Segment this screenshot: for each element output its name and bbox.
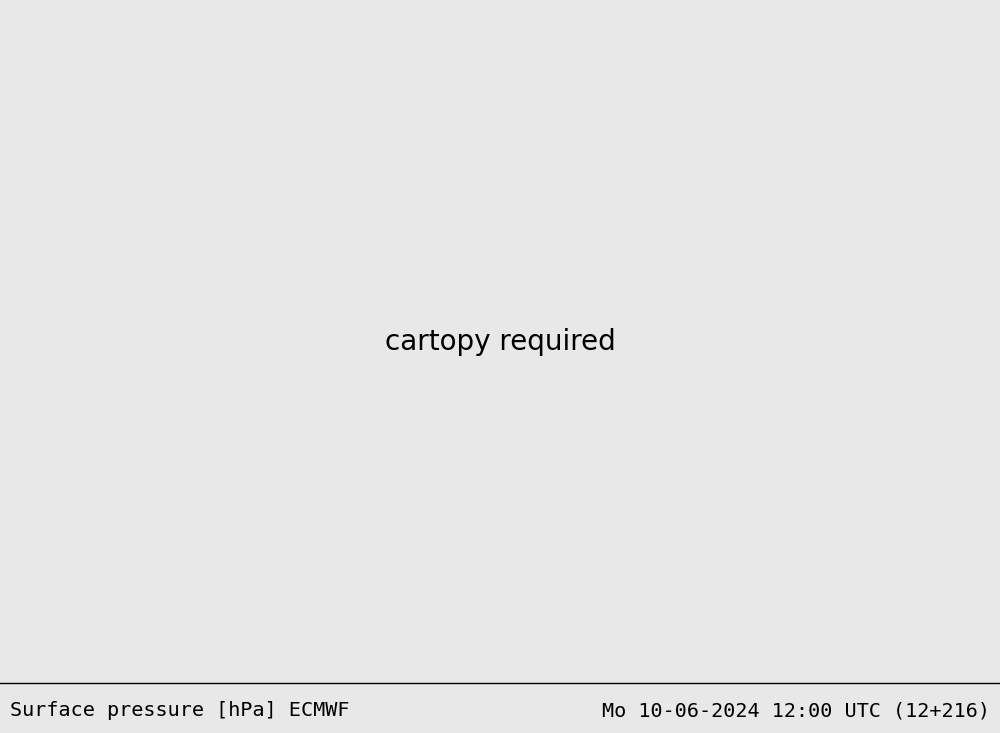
Text: Surface pressure [hPa] ECMWF: Surface pressure [hPa] ECMWF <box>10 701 350 720</box>
Text: Mo 10-06-2024 12:00 UTC (12+216): Mo 10-06-2024 12:00 UTC (12+216) <box>602 701 990 720</box>
Text: cartopy required: cartopy required <box>385 328 615 356</box>
